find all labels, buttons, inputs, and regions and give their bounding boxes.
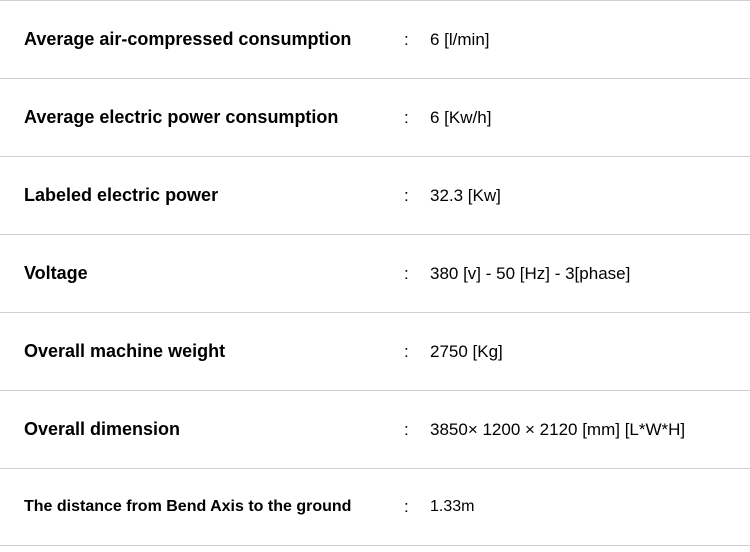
spec-value: 1.33m — [424, 498, 726, 516]
spec-label: Average air-compressed consumption — [24, 29, 404, 50]
spec-value: 2750 [Kg] — [424, 342, 726, 362]
spec-label: Overall machine weight — [24, 341, 404, 362]
colon-separator: : — [404, 264, 424, 284]
table-row: Overall machine weight : 2750 [Kg] — [0, 312, 750, 390]
spec-value: 6 [Kw/h] — [424, 108, 726, 128]
spec-value: 6 [l/min] — [424, 30, 726, 50]
spec-value: 3850× 1200 × 2120 [mm] [L*W*H] — [424, 420, 726, 440]
specifications-table: Average air-compressed consumption : 6 [… — [0, 0, 750, 546]
colon-separator: : — [404, 30, 424, 50]
colon-separator: : — [404, 420, 424, 440]
table-row: Overall dimension : 3850× 1200 × 2120 [m… — [0, 390, 750, 468]
table-row: Average electric power consumption : 6 [… — [0, 78, 750, 156]
spec-label: Voltage — [24, 263, 404, 284]
table-row: Labeled electric power : 32.3 [Kw] — [0, 156, 750, 234]
colon-separator: : — [404, 108, 424, 128]
colon-separator: : — [404, 497, 424, 517]
spec-label: The distance from Bend Axis to the groun… — [24, 498, 404, 516]
table-row: Voltage : 380 [v] - 50 [Hz] - 3[phase] — [0, 234, 750, 312]
table-row: Average air-compressed consumption : 6 [… — [0, 0, 750, 78]
spec-label: Average electric power consumption — [24, 107, 404, 128]
colon-separator: : — [404, 342, 424, 362]
spec-label: Overall dimension — [24, 419, 404, 440]
table-row: The distance from Bend Axis to the groun… — [0, 468, 750, 546]
spec-value: 380 [v] - 50 [Hz] - 3[phase] — [424, 264, 726, 284]
spec-label: Labeled electric power — [24, 185, 404, 206]
colon-separator: : — [404, 186, 424, 206]
spec-value: 32.3 [Kw] — [424, 186, 726, 206]
